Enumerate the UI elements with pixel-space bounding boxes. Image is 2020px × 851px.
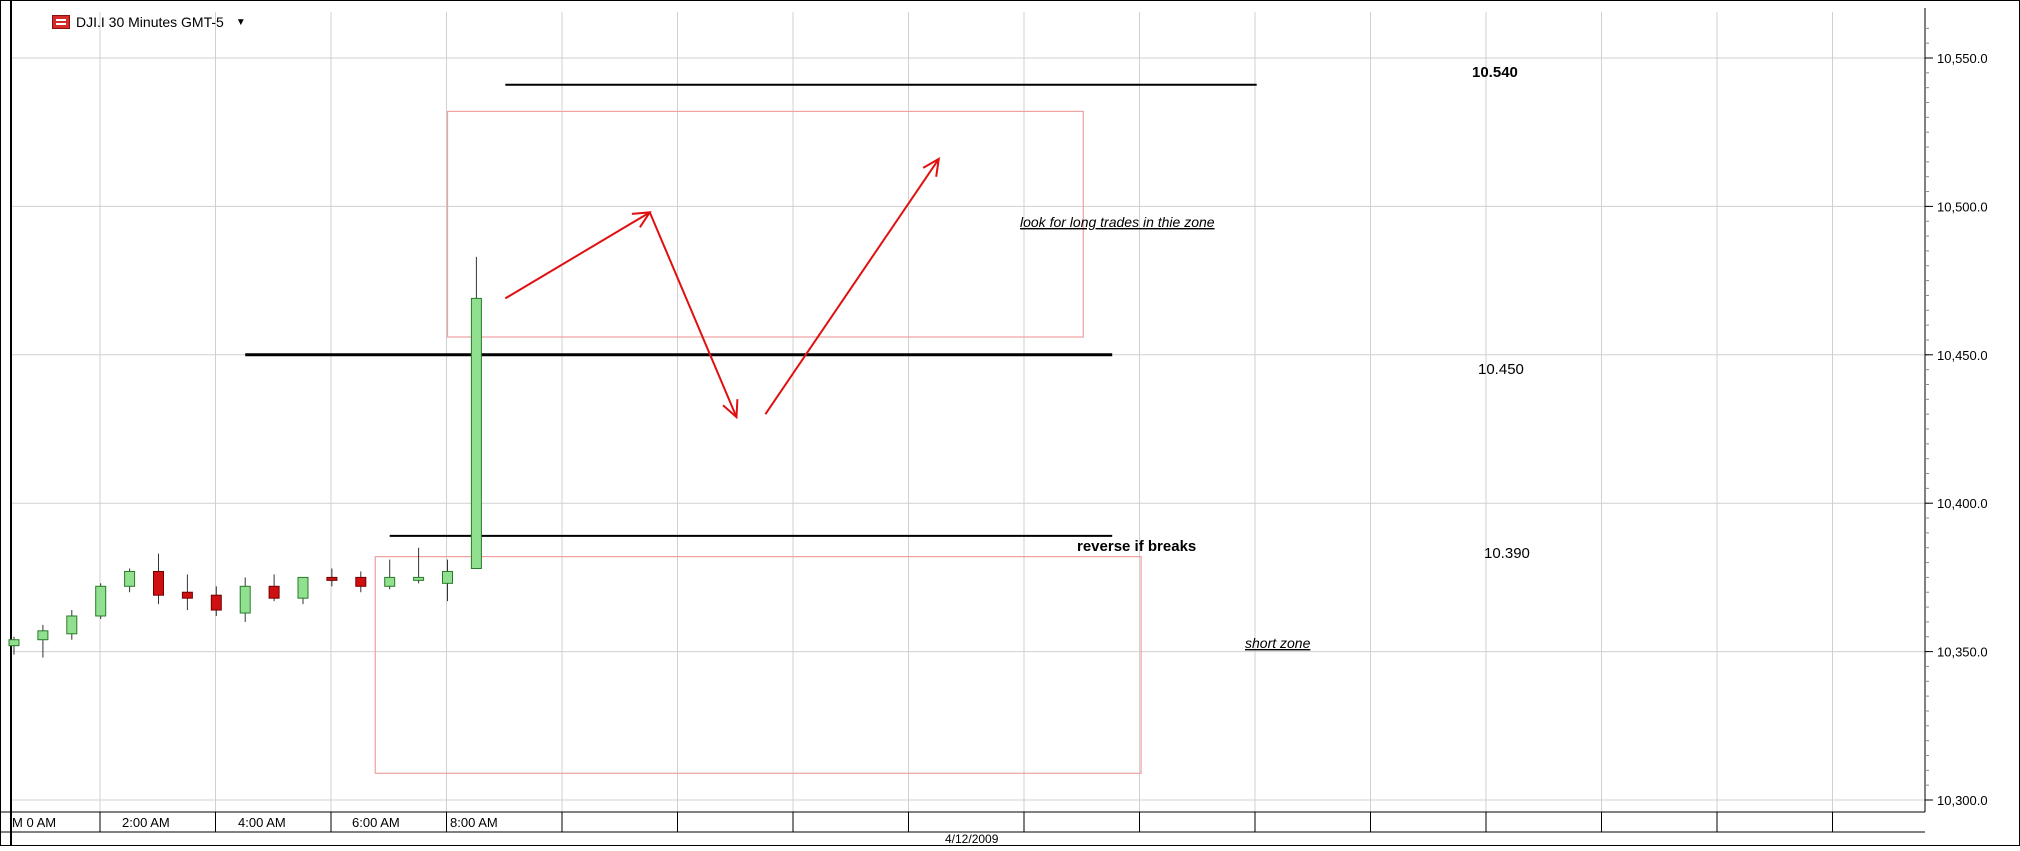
projection-arrow-head	[922, 157, 941, 177]
candle-body	[181, 591, 193, 599]
candle-body	[355, 576, 367, 587]
symbol-label: DJI.I 30 Minutes GMT-5	[76, 14, 224, 30]
candle-body	[268, 585, 280, 599]
level-label: 10.390	[1484, 545, 1530, 562]
x-tick-label: 6:00 AM	[352, 815, 400, 830]
y-tick-label: 10,500.0	[1937, 199, 1988, 214]
x-tick-label: M 0 AM	[12, 815, 56, 830]
level-label: 10.450	[1478, 361, 1524, 378]
candle-body	[124, 570, 136, 587]
projection-arrow-line	[648, 211, 738, 418]
y-tick-label: 10,350.0	[1937, 645, 1988, 660]
candle-body	[95, 585, 107, 617]
y-tick-label: 10,300.0	[1937, 793, 1988, 808]
candle-body	[66, 615, 78, 635]
candle-body	[210, 594, 222, 611]
long-zone-label: look for long trades in thie zone	[1020, 214, 1215, 230]
candle-body	[239, 585, 251, 614]
level-label: 10.540	[1472, 64, 1518, 81]
candle-body	[153, 570, 164, 596]
short-zone-label: short zone	[1245, 635, 1311, 651]
candle-body	[470, 297, 482, 569]
y-tick-label: 10,400.0	[1937, 496, 1988, 511]
caret-down-icon[interactable]: ▼	[235, 16, 246, 28]
x-tick-label: 8:00 AM	[450, 815, 498, 830]
projection-arrow-line	[504, 211, 651, 300]
chart-symbol-icon	[52, 15, 70, 29]
y-tick-label: 10,550.0	[1937, 51, 1988, 66]
candle-body	[384, 576, 396, 587]
candle-body	[442, 570, 453, 584]
x-tick-label: 4:00 AM	[238, 815, 286, 830]
candle-body	[37, 630, 49, 641]
projection-arrow-line	[764, 158, 940, 415]
x-tick-label: 2:00 AM	[122, 815, 170, 830]
y-tick-label: 10,450.0	[1937, 348, 1988, 363]
reverse-annotation: reverse if breaks	[1077, 538, 1196, 555]
candle-body	[326, 576, 338, 581]
candle-body	[8, 639, 20, 647]
short-zone-box	[374, 556, 1142, 774]
projection-arrow-head	[722, 399, 739, 420]
symbol-selector[interactable]: DJI.I 30 Minutes GMT-5 ▼	[52, 12, 246, 32]
candle-body	[413, 576, 425, 581]
candle-body	[297, 576, 309, 599]
long-zone-box	[446, 110, 1084, 338]
date-label: 4/12/2009	[945, 832, 999, 846]
